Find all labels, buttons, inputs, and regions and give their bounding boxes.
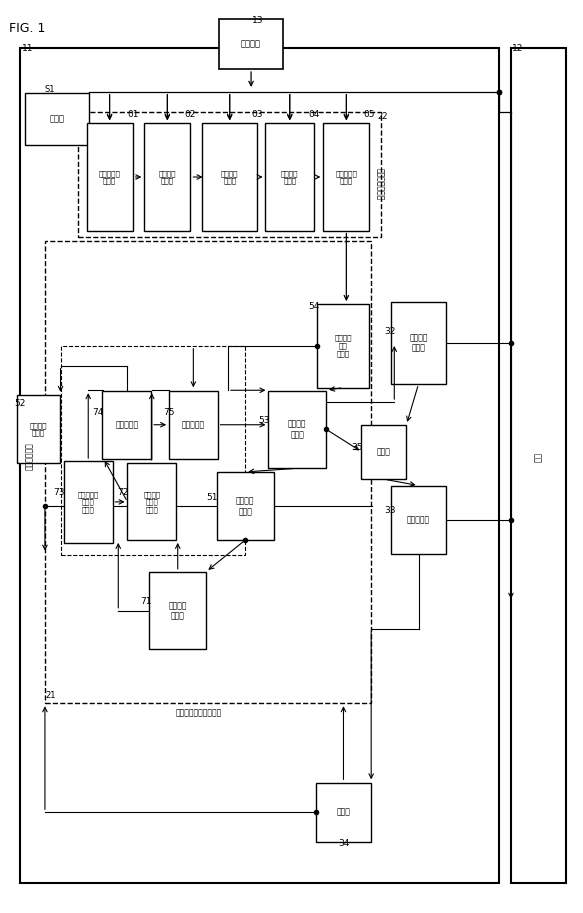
Text: 個人化ブロック: 個人化ブロック [375, 168, 384, 201]
Bar [318, 304, 370, 387]
Text: 12: 12 [512, 44, 524, 53]
Text: 53: 53 [258, 415, 269, 425]
Text: 機体動作部: 機体動作部 [407, 516, 430, 525]
Text: 学習結果
記憶部: 学習結果 記憶部 [159, 170, 176, 184]
Bar [17, 395, 60, 463]
Text: 検知部: 検知部 [336, 808, 350, 817]
Text: 運転制御装置: 運転制御装置 [24, 443, 34, 470]
Bar [217, 472, 273, 540]
Text: 74: 74 [93, 408, 104, 417]
Bar [64, 461, 113, 542]
Text: 34: 34 [338, 839, 349, 848]
Text: 操作部: 操作部 [50, 114, 65, 123]
Bar [268, 391, 326, 467]
Text: 個人化関数
更新部: 個人化関数 更新部 [335, 170, 357, 184]
Bar [78, 111, 381, 236]
Text: 75: 75 [163, 408, 175, 417]
Text: 73: 73 [53, 488, 65, 498]
Text: 72: 72 [117, 488, 129, 498]
Text: 学習結果
検証部: 学習結果 検証部 [221, 170, 238, 184]
Text: 個人化度
評価
取得部: 個人化度 評価 取得部 [335, 335, 352, 357]
Bar [265, 123, 314, 231]
Text: 手動運転
制御部: 手動運転 制御部 [409, 333, 428, 352]
Bar [20, 48, 500, 883]
Text: 21: 21 [45, 691, 55, 699]
Text: 個人化関数
学習部: 個人化関数 学習部 [99, 170, 121, 184]
Text: FIG. 1: FIG. 1 [9, 22, 45, 35]
Bar [219, 18, 283, 68]
Text: 51: 51 [206, 493, 218, 502]
Text: 行動計画部: 行動計画部 [182, 420, 205, 429]
Bar [61, 346, 245, 554]
Text: 52: 52 [15, 399, 26, 408]
Text: 33: 33 [384, 507, 395, 516]
Text: 検知装置: 検知装置 [241, 39, 261, 48]
Bar [202, 123, 257, 231]
Text: 71: 71 [141, 597, 152, 606]
Text: 地図情報
管理部: 地図情報 管理部 [168, 601, 187, 621]
Text: 02: 02 [185, 110, 196, 119]
Bar [316, 782, 371, 842]
Text: S1: S1 [44, 86, 55, 94]
Text: 表示部: 表示部 [377, 447, 391, 456]
Bar [24, 92, 89, 145]
Text: 32: 32 [384, 327, 395, 336]
Bar [45, 240, 371, 703]
Text: 運転行動
制御部: 運転行動 制御部 [288, 420, 307, 439]
Text: 05: 05 [364, 110, 375, 119]
Bar [323, 123, 370, 231]
Text: 35: 35 [352, 443, 363, 452]
Bar [127, 463, 176, 540]
Bar [391, 486, 446, 554]
Bar [391, 302, 446, 383]
Bar [511, 48, 566, 883]
Text: 01: 01 [127, 110, 138, 119]
Bar [144, 123, 191, 231]
Bar [361, 425, 406, 479]
Text: 自動運転制御ブロック: 自動運転制御ブロック [176, 708, 222, 718]
Bar [86, 123, 133, 231]
Text: 外界: 外界 [534, 452, 543, 461]
Text: 反射動作
決定部: 反射動作 決定部 [236, 497, 255, 516]
Text: 03: 03 [251, 110, 263, 119]
Text: 04: 04 [308, 110, 320, 119]
Text: ローカル
マップ
成範部: ローカル マップ 成範部 [143, 491, 160, 513]
Text: 状況認識部: 状況認識部 [115, 420, 139, 429]
Text: 11: 11 [22, 44, 33, 53]
Text: 54: 54 [308, 302, 319, 311]
Bar [149, 572, 206, 649]
Text: 22: 22 [377, 111, 388, 121]
Bar [169, 391, 218, 458]
Text: 13: 13 [252, 16, 264, 26]
Bar [103, 391, 152, 458]
Text: グローバル
マップ
成範部: グローバル マップ 成範部 [78, 491, 99, 513]
Text: 学習結果
判定部: 学習結果 判定部 [281, 170, 298, 184]
Text: 務務動作
決定部: 務務動作 決定部 [30, 422, 47, 436]
